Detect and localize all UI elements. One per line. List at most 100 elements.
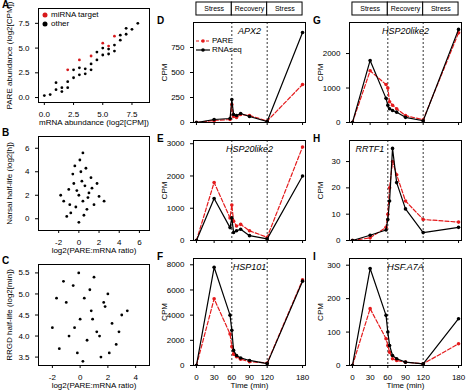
svg-text:1000: 1000 xyxy=(167,204,185,213)
svg-text:10: 10 xyxy=(332,210,341,219)
svg-text:30: 30 xyxy=(332,157,341,166)
html-text:C: C xyxy=(2,255,10,266)
html-text:G: G xyxy=(313,15,321,26)
svg-text:90: 90 xyxy=(401,373,410,383)
svg-text:2000: 2000 xyxy=(323,49,341,58)
svg-text:6: 6 xyxy=(25,144,30,153)
svg-text:0: 0 xyxy=(336,361,341,370)
html-text:PARE: PARE xyxy=(212,36,234,45)
svg-text:-2: -2 xyxy=(55,238,63,248)
svg-text:2: 2 xyxy=(25,191,30,200)
svg-text:HSP20like2: HSP20like2 xyxy=(226,144,273,154)
svg-text:0: 0 xyxy=(194,373,199,382)
html-text:RNAseq: RNAseq xyxy=(212,45,242,54)
svg-text:0: 0 xyxy=(180,118,185,127)
svg-text:200: 200 xyxy=(327,294,341,303)
svg-text:HSP20like2: HSP20like2 xyxy=(382,26,429,36)
svg-text:750: 750 xyxy=(171,43,185,52)
svg-text:Stress: Stress xyxy=(431,5,451,12)
svg-text:Recovery: Recovery xyxy=(235,5,265,13)
html-text:F: F xyxy=(157,251,164,262)
svg-text:log2(PARE:mRNA ratio): log2(PARE:mRNA ratio) xyxy=(52,381,137,390)
svg-text:8000: 8000 xyxy=(167,260,185,269)
svg-text:4: 4 xyxy=(117,238,122,248)
svg-text:0.0: 0.0 xyxy=(18,93,30,102)
html-text:D: D xyxy=(157,15,165,26)
svg-text:0: 0 xyxy=(25,214,30,223)
svg-text:CPM: CPM xyxy=(316,181,325,199)
svg-text:APX2: APX2 xyxy=(237,26,261,36)
svg-text:log2(PARE:mRNA ratio): log2(PARE:mRNA ratio) xyxy=(52,246,137,255)
svg-text:4: 4 xyxy=(133,373,138,383)
svg-text:6: 6 xyxy=(137,238,142,247)
svg-text:CPM: CPM xyxy=(316,303,325,321)
svg-text:0: 0 xyxy=(76,238,82,248)
svg-text:90: 90 xyxy=(245,373,254,383)
svg-text:Time (min): Time (min) xyxy=(387,381,425,390)
html-text:H: H xyxy=(313,133,321,144)
html-text:I: I xyxy=(313,251,316,262)
html-text:miRNA target: miRNA target xyxy=(51,10,99,19)
svg-text:100: 100 xyxy=(327,328,341,337)
svg-text:RRGD half-life (log2[min]): RRGD half-life (log2[min]) xyxy=(5,269,14,361)
svg-text:2000: 2000 xyxy=(167,336,185,345)
svg-text:500: 500 xyxy=(171,68,185,77)
svg-text:5.0: 5.0 xyxy=(97,110,109,120)
svg-text:5.0: 5.0 xyxy=(18,44,30,53)
svg-text:6000: 6000 xyxy=(167,286,185,295)
svg-text:Narsai half-life (log2[h]): Narsai half-life (log2[h]) xyxy=(5,142,14,225)
svg-text:30: 30 xyxy=(366,373,375,382)
svg-text:7.5: 7.5 xyxy=(18,19,30,28)
svg-text:60: 60 xyxy=(227,373,237,383)
svg-text:20: 20 xyxy=(332,183,341,192)
svg-text:2: 2 xyxy=(105,373,111,383)
svg-text:120: 120 xyxy=(416,373,430,383)
svg-text:0: 0 xyxy=(180,236,185,245)
svg-text:7.5: 7.5 xyxy=(126,110,138,120)
svg-text:Stress: Stress xyxy=(360,5,380,12)
svg-text:0: 0 xyxy=(336,236,341,245)
svg-text:0: 0 xyxy=(180,361,185,370)
svg-text:HSF.A7A: HSF.A7A xyxy=(387,262,423,272)
svg-text:Time (min): Time (min) xyxy=(231,381,269,390)
svg-text:4: 4 xyxy=(25,167,30,176)
svg-text:0: 0 xyxy=(77,373,83,383)
svg-text:CPM: CPM xyxy=(160,303,169,321)
html-text:E: E xyxy=(157,133,164,144)
svg-text:5.5: 5.5 xyxy=(18,268,30,277)
svg-text:Stress: Stress xyxy=(204,5,224,12)
svg-text:250: 250 xyxy=(171,93,185,102)
svg-text:30: 30 xyxy=(210,373,219,382)
svg-text:3000: 3000 xyxy=(167,139,185,148)
svg-text:2000: 2000 xyxy=(167,172,185,181)
svg-text:4.0: 4.0 xyxy=(18,332,30,341)
svg-text:0: 0 xyxy=(336,118,341,127)
svg-text:4.5: 4.5 xyxy=(18,311,30,320)
svg-text:CPM: CPM xyxy=(160,181,169,199)
svg-text:5.0: 5.0 xyxy=(18,290,30,299)
svg-text:1000: 1000 xyxy=(323,84,341,93)
svg-text:4000: 4000 xyxy=(167,311,185,320)
svg-text:CPM: CPM xyxy=(160,63,169,81)
svg-text:0: 0 xyxy=(350,373,355,382)
svg-text:180: 180 xyxy=(452,373,466,382)
svg-text:180: 180 xyxy=(296,373,310,382)
svg-text:300: 300 xyxy=(327,261,341,270)
svg-text:2: 2 xyxy=(96,238,102,248)
svg-text:HSP101: HSP101 xyxy=(233,262,267,272)
svg-text:120: 120 xyxy=(260,373,274,383)
svg-text:2.5: 2.5 xyxy=(68,110,80,120)
svg-text:60: 60 xyxy=(383,373,393,383)
svg-text:RRTF1: RRTF1 xyxy=(356,144,385,154)
svg-text:mRNA abundance (log2[CPM]): mRNA abundance (log2[CPM]) xyxy=(39,118,149,127)
svg-text:-2: -2 xyxy=(48,373,56,383)
svg-text:2.5: 2.5 xyxy=(18,68,30,77)
svg-text:0.0: 0.0 xyxy=(38,110,50,120)
svg-text:Recovery: Recovery xyxy=(391,5,421,13)
svg-text:CPM: CPM xyxy=(316,63,325,81)
svg-text:PARE abundance (log2[CPM]): PARE abundance (log2[CPM]) xyxy=(5,1,14,109)
html-text:B: B xyxy=(2,127,10,138)
svg-text:3.5: 3.5 xyxy=(18,353,30,362)
html-text:other: other xyxy=(51,19,70,28)
svg-text:Stress: Stress xyxy=(275,5,295,12)
